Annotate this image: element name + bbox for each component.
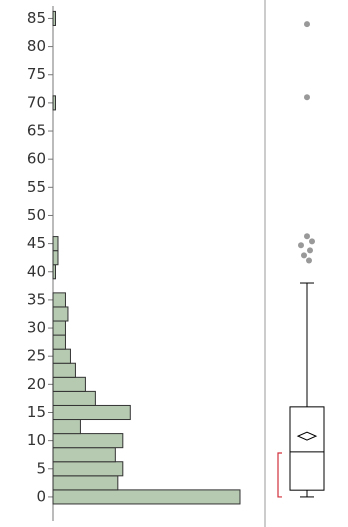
y-tick-label: 55: [27, 178, 46, 196]
box: [289, 406, 325, 491]
histogram-bar: [52, 348, 71, 364]
histogram-bar: [52, 334, 66, 350]
histogram-bar: [52, 447, 116, 463]
outlier: [306, 257, 312, 264]
outlier: [304, 233, 310, 240]
histogram-bar: [52, 390, 96, 406]
outlier: [304, 21, 310, 28]
histogram-bar: [52, 292, 66, 308]
histogram-bar: [52, 320, 66, 336]
outlier: [307, 247, 313, 254]
y-tick-label: 85: [27, 9, 46, 27]
histogram-bar: [52, 461, 124, 477]
y-tick-label: 60: [27, 150, 46, 168]
y-tick-label: 20: [27, 375, 46, 393]
mean-diamond: [296, 431, 318, 441]
y-tick-label: 35: [27, 290, 46, 308]
y-tick-label: 15: [27, 403, 46, 421]
y-tick-label: 45: [27, 234, 46, 252]
histogram-bar: [52, 489, 241, 505]
y-tick-label: 80: [27, 37, 46, 55]
histogram-bar: [52, 306, 69, 322]
histogram-bar: [52, 433, 124, 449]
y-tick-label: 50: [27, 206, 46, 224]
histogram-bar: [52, 250, 59, 266]
histogram-bar: [52, 95, 56, 111]
histogram-bar: [52, 404, 131, 421]
y-tick-label: 75: [27, 65, 46, 83]
y-tick-label: 40: [27, 262, 46, 280]
outlier: [304, 94, 310, 101]
y-tick-label: 0: [36, 487, 46, 505]
histogram-bar: [52, 264, 56, 280]
y-tick-label: 5: [36, 459, 46, 477]
outlier: [298, 242, 304, 249]
y-tick-label: 25: [27, 347, 46, 365]
y-tick-label: 65: [27, 122, 46, 140]
outlier: [309, 238, 315, 245]
y-tick-label: 30: [27, 319, 46, 337]
y-tick-label: 10: [27, 431, 46, 449]
histogram-bar: [52, 419, 81, 435]
shortest-half: [277, 452, 282, 498]
y-tick-label: 70: [27, 93, 46, 111]
histogram-bar: [52, 10, 56, 26]
outlier: [301, 252, 307, 259]
histogram-bar: [52, 362, 76, 378]
histogram-bar: [52, 236, 59, 252]
histogram-bar: [52, 475, 119, 491]
histogram-bar: [52, 376, 86, 392]
